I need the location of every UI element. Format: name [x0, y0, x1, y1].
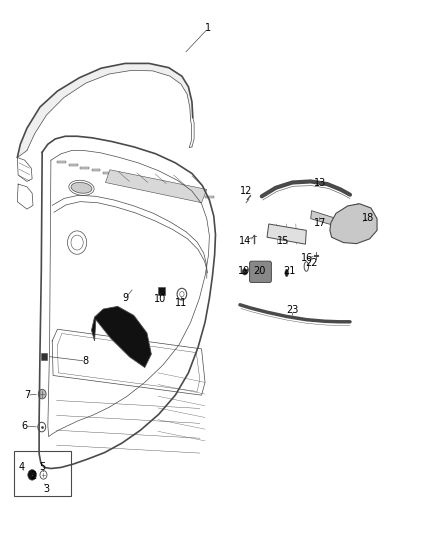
FancyBboxPatch shape	[41, 353, 46, 360]
Text: 7: 7	[24, 390, 30, 400]
FancyBboxPatch shape	[205, 196, 214, 198]
Circle shape	[28, 470, 36, 480]
FancyBboxPatch shape	[92, 169, 100, 171]
Polygon shape	[106, 169, 207, 203]
FancyBboxPatch shape	[253, 274, 257, 278]
Text: 12: 12	[240, 186, 252, 196]
Polygon shape	[17, 63, 193, 158]
Text: 18: 18	[362, 213, 374, 223]
Text: 5: 5	[39, 463, 45, 472]
FancyBboxPatch shape	[182, 190, 191, 192]
Text: 11: 11	[174, 297, 187, 308]
FancyBboxPatch shape	[171, 188, 180, 190]
FancyBboxPatch shape	[137, 180, 146, 182]
FancyBboxPatch shape	[103, 172, 112, 174]
FancyBboxPatch shape	[126, 177, 134, 179]
Text: 16: 16	[301, 253, 313, 263]
FancyBboxPatch shape	[194, 193, 202, 195]
Text: 22: 22	[305, 259, 318, 268]
Circle shape	[242, 269, 247, 275]
Text: 10: 10	[154, 294, 166, 304]
Circle shape	[38, 389, 46, 399]
Polygon shape	[311, 211, 333, 225]
FancyBboxPatch shape	[158, 287, 165, 295]
FancyBboxPatch shape	[263, 274, 267, 278]
Polygon shape	[267, 224, 306, 244]
Text: 23: 23	[286, 305, 299, 315]
FancyBboxPatch shape	[57, 161, 66, 164]
Text: 8: 8	[83, 356, 89, 366]
Text: 17: 17	[314, 218, 326, 228]
FancyBboxPatch shape	[250, 261, 272, 282]
Polygon shape	[92, 306, 151, 368]
Text: 3: 3	[43, 484, 49, 494]
FancyBboxPatch shape	[114, 174, 123, 176]
Text: 21: 21	[283, 266, 296, 276]
Polygon shape	[330, 204, 377, 244]
Ellipse shape	[285, 269, 288, 277]
Text: 15: 15	[277, 236, 290, 246]
Text: 19: 19	[238, 266, 251, 276]
Text: 20: 20	[253, 266, 265, 276]
FancyBboxPatch shape	[80, 166, 89, 168]
Ellipse shape	[71, 182, 92, 193]
FancyBboxPatch shape	[148, 182, 157, 184]
FancyBboxPatch shape	[69, 164, 78, 166]
Text: 1: 1	[205, 23, 211, 34]
Text: 4: 4	[18, 463, 25, 472]
Text: 6: 6	[21, 421, 28, 431]
FancyBboxPatch shape	[258, 274, 262, 278]
Text: 14: 14	[239, 236, 251, 246]
Text: 13: 13	[314, 177, 326, 188]
FancyBboxPatch shape	[159, 185, 168, 187]
FancyBboxPatch shape	[14, 451, 71, 496]
Text: 9: 9	[122, 293, 128, 303]
Text: 2: 2	[30, 471, 36, 481]
